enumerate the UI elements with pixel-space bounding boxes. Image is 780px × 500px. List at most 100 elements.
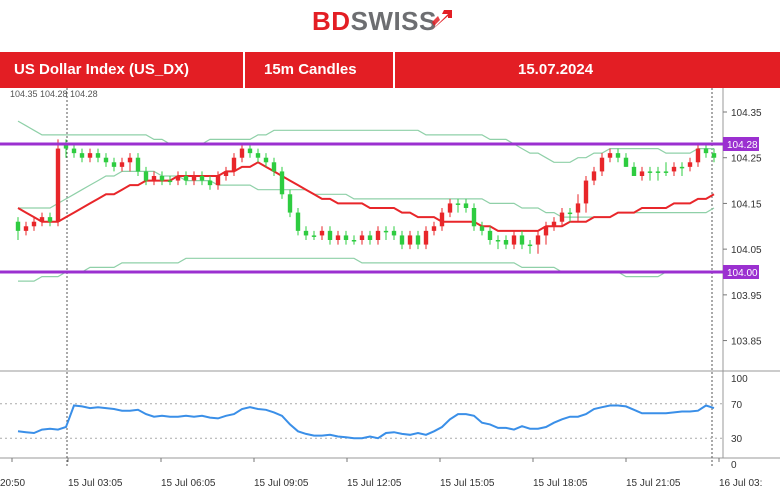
- candle-body: [383, 230, 389, 233]
- candle-body: [231, 157, 237, 172]
- candles: [15, 139, 717, 254]
- candle: [703, 144, 709, 158]
- time-tick-label: 15 Jul 06:05: [161, 478, 216, 489]
- time-tick-label: 15 Jul 18:05: [533, 478, 588, 489]
- candle: [471, 203, 477, 231]
- candle-body: [95, 153, 101, 158]
- candle: [327, 226, 333, 245]
- candle-body: [367, 235, 373, 240]
- candle: [335, 230, 341, 245]
- candle: [591, 166, 597, 186]
- candle-body: [143, 171, 149, 181]
- candle: [511, 230, 517, 250]
- candle-body: [567, 212, 573, 215]
- candle-body: [127, 157, 133, 163]
- price-tick-label: 104.25: [731, 154, 762, 165]
- candle: [559, 208, 565, 227]
- candle: [463, 198, 469, 213]
- candle-body: [111, 162, 117, 167]
- candle-body: [223, 171, 229, 176]
- brand-arrow-icon: [432, 10, 452, 30]
- candle-body: [375, 230, 381, 240]
- candle-body: [591, 171, 597, 181]
- candle: [407, 230, 413, 250]
- candle-body: [471, 208, 477, 227]
- candle-body: [335, 235, 341, 240]
- candle-body: [39, 217, 45, 222]
- candle: [103, 153, 109, 167]
- candle-body: [399, 235, 405, 245]
- candle: [607, 148, 613, 163]
- candle: [127, 153, 133, 172]
- price-tick-label: 104.15: [731, 199, 762, 210]
- candle-body: [463, 203, 469, 208]
- candle: [311, 230, 317, 240]
- rsi-tick-label: 0: [731, 460, 737, 471]
- candle-body: [631, 166, 637, 176]
- price-tick-label: 103.95: [731, 291, 762, 302]
- candle-body: [575, 203, 581, 213]
- candle-body: [663, 171, 669, 173]
- candle: [71, 144, 77, 158]
- candle-body: [519, 235, 525, 245]
- candle-body: [431, 226, 437, 231]
- candle: [271, 157, 277, 176]
- candle: [359, 230, 365, 245]
- candle: [439, 208, 445, 231]
- band-upper-line: [17, 120, 714, 163]
- candle: [175, 171, 181, 186]
- candle-body: [87, 153, 93, 158]
- rsi-tick-label: 30: [731, 434, 743, 445]
- candle: [199, 171, 205, 186]
- candle-body: [327, 230, 333, 240]
- candle-body: [295, 212, 301, 231]
- candle-body: [679, 166, 685, 169]
- candle: [143, 166, 149, 186]
- candle-body: [119, 162, 125, 167]
- candle: [631, 162, 637, 176]
- candle-body: [615, 153, 621, 158]
- candle-body: [63, 144, 69, 149]
- level-tag: [723, 137, 759, 151]
- candle: [487, 226, 493, 245]
- candle: [279, 166, 285, 199]
- candle: [687, 157, 693, 172]
- time-tick-label: 15 Jul 09:05: [254, 478, 309, 489]
- candle-body: [247, 148, 253, 154]
- candle: [575, 194, 581, 222]
- candle-body: [391, 230, 397, 236]
- candle-body: [31, 221, 37, 227]
- rsi-tick-label: 70: [731, 400, 743, 411]
- candle-body: [535, 235, 541, 245]
- price-tick-label: 104.05: [731, 245, 762, 256]
- time-axis: 20:50 15 Jul 03:05 15 Jul 06:05 15 Jul 09:0…: [0, 458, 762, 489]
- candle-body: [479, 226, 485, 231]
- candle-body: [319, 230, 325, 236]
- candle-body: [55, 148, 61, 222]
- candle: [671, 162, 677, 176]
- candle: [255, 148, 261, 163]
- candle-body: [79, 153, 85, 158]
- candle: [351, 235, 357, 245]
- candle: [119, 157, 125, 172]
- candle-body: [559, 212, 565, 222]
- candle: [519, 230, 525, 250]
- candle-body: [263, 157, 269, 163]
- candle: [31, 217, 37, 231]
- candle: [111, 157, 117, 172]
- candle-body: [159, 176, 165, 181]
- candle-body: [15, 221, 21, 231]
- price-axis: 104.35 104.25 104.15 104.05 103.95 103.85: [723, 108, 762, 348]
- candle: [247, 144, 253, 158]
- rsi-tick-label: 100: [731, 374, 748, 385]
- candle-body: [639, 171, 645, 176]
- candle-body: [199, 176, 205, 181]
- candle-body: [447, 203, 453, 213]
- ohlc-readout: 104.35 104.28 104.28: [10, 89, 98, 99]
- candle: [391, 226, 397, 240]
- candle: [615, 148, 621, 163]
- candle-body: [103, 157, 109, 163]
- chart-header: US Dollar Index (US_DX) 15m Candles 15.0…: [0, 52, 780, 88]
- candle: [695, 144, 701, 167]
- time-tick-label: 15 Jul 15:05: [440, 478, 495, 489]
